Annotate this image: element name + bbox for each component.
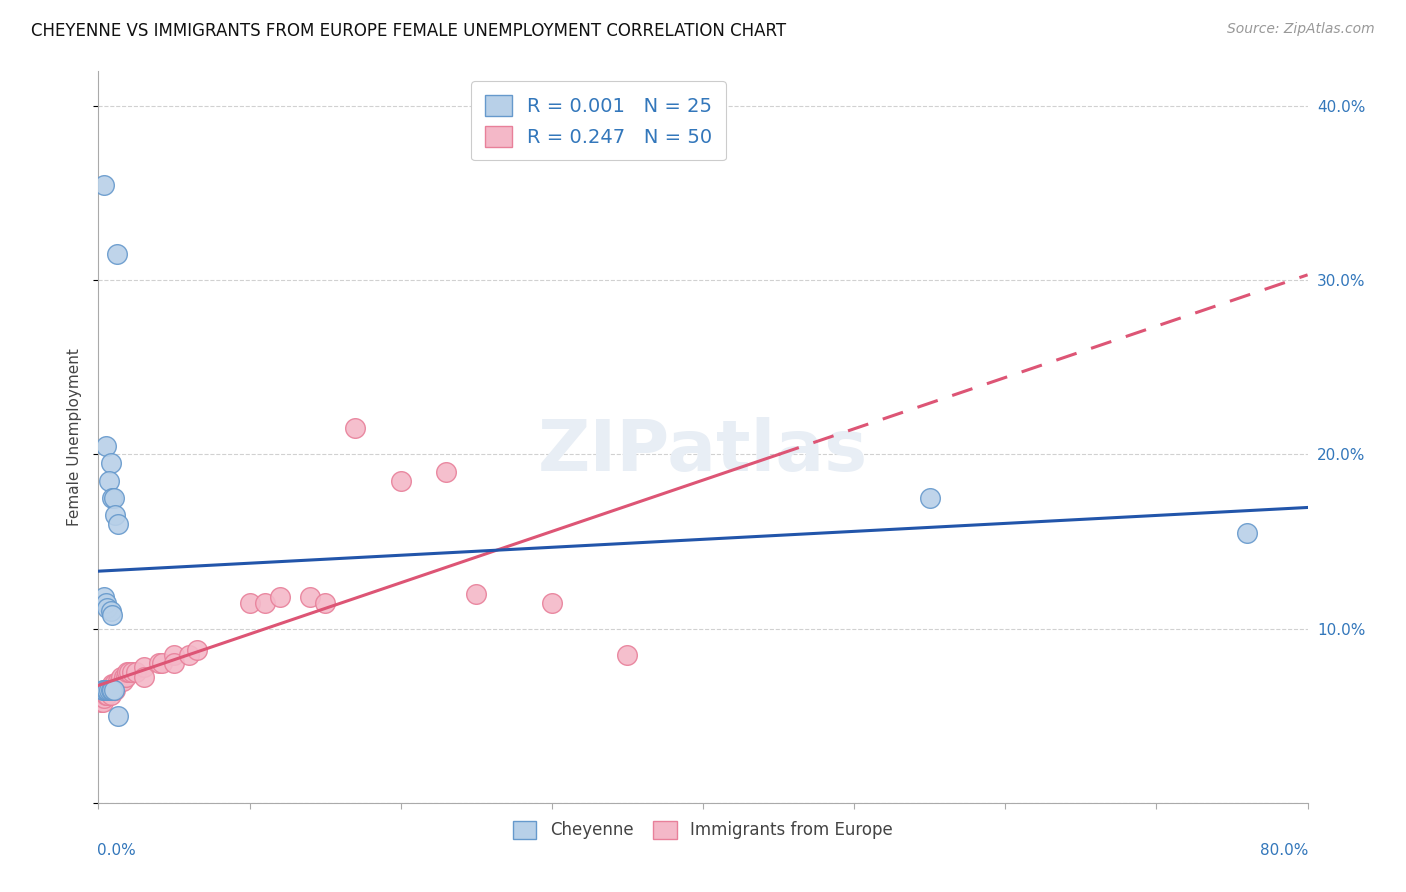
Point xyxy=(104,682,127,697)
Point xyxy=(94,688,117,702)
Point xyxy=(132,660,155,674)
Point xyxy=(90,695,112,709)
Point xyxy=(98,682,121,697)
Point xyxy=(118,665,141,680)
Point xyxy=(93,591,115,605)
Y-axis label: Female Unemployment: Female Unemployment xyxy=(67,348,83,526)
Point xyxy=(101,491,124,505)
Point xyxy=(111,673,134,688)
Point xyxy=(101,682,124,697)
Point xyxy=(100,682,122,697)
Point xyxy=(344,421,367,435)
Point xyxy=(148,657,170,671)
Point xyxy=(269,591,291,605)
Point xyxy=(94,439,117,453)
Point xyxy=(150,657,173,671)
Point xyxy=(94,682,117,697)
Point xyxy=(91,691,114,706)
Point xyxy=(107,673,129,688)
Point xyxy=(186,642,208,657)
Point xyxy=(101,682,124,697)
Point xyxy=(121,665,143,680)
Point xyxy=(179,648,201,662)
Point xyxy=(98,474,121,488)
Point xyxy=(96,688,118,702)
Point xyxy=(89,691,111,706)
Point xyxy=(96,600,118,615)
Point xyxy=(96,682,118,697)
Point xyxy=(434,465,457,479)
Point xyxy=(103,677,125,691)
Text: 80.0%: 80.0% xyxy=(1260,843,1309,858)
Point xyxy=(112,670,135,684)
Text: 0.0%: 0.0% xyxy=(97,843,136,858)
Point xyxy=(103,682,125,697)
Point xyxy=(1236,525,1258,540)
Point xyxy=(163,657,186,671)
Point xyxy=(100,682,122,697)
Point xyxy=(114,670,136,684)
Point xyxy=(91,695,114,709)
Point xyxy=(125,665,148,680)
Point xyxy=(93,691,115,706)
Point xyxy=(107,517,129,532)
Point xyxy=(101,677,124,691)
Text: CHEYENNE VS IMMIGRANTS FROM EUROPE FEMALE UNEMPLOYMENT CORRELATION CHART: CHEYENNE VS IMMIGRANTS FROM EUROPE FEMAL… xyxy=(31,22,786,40)
Point xyxy=(101,607,124,622)
Point xyxy=(314,595,336,609)
Point xyxy=(100,688,122,702)
Text: ZIPatlas: ZIPatlas xyxy=(538,417,868,486)
Point xyxy=(90,688,112,702)
Point xyxy=(110,670,132,684)
Text: Source: ZipAtlas.com: Source: ZipAtlas.com xyxy=(1227,22,1375,37)
Point xyxy=(98,682,121,697)
Legend: Cheyenne, Immigrants from Europe: Cheyenne, Immigrants from Europe xyxy=(503,811,903,849)
Point xyxy=(100,604,122,618)
Point xyxy=(91,682,114,697)
Point xyxy=(98,682,121,697)
Point xyxy=(132,670,155,684)
Point xyxy=(104,508,127,523)
Point xyxy=(108,673,131,688)
Point xyxy=(94,595,117,609)
Point xyxy=(93,178,115,192)
Point xyxy=(107,708,129,723)
Point xyxy=(93,688,115,702)
Point xyxy=(103,491,125,505)
Point xyxy=(253,595,276,609)
Point xyxy=(100,456,122,470)
Point xyxy=(163,648,186,662)
Point xyxy=(465,587,488,601)
Point xyxy=(616,648,638,662)
Point xyxy=(239,595,262,609)
Point xyxy=(918,491,941,505)
Point xyxy=(96,682,118,697)
Point xyxy=(389,474,412,488)
Point xyxy=(105,247,128,261)
Point xyxy=(299,591,322,605)
Point xyxy=(540,595,562,609)
Point xyxy=(94,682,117,697)
Point xyxy=(103,682,125,697)
Point xyxy=(115,665,138,680)
Point xyxy=(93,682,115,697)
Point xyxy=(105,677,128,691)
